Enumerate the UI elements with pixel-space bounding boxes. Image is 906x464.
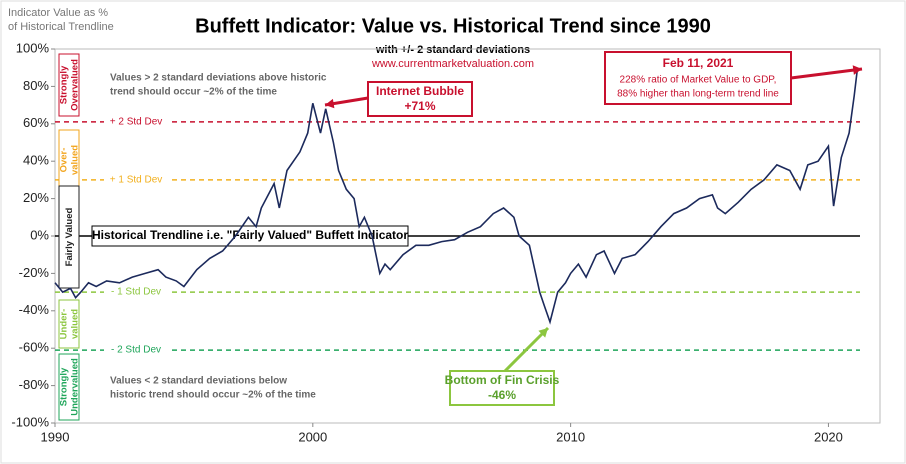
source: www.currentmarketvaluation.com <box>371 58 534 70</box>
zone: Fairly Valued <box>64 208 75 267</box>
zone-label: Fairly Valued <box>64 208 75 267</box>
y-tick-label: -80% <box>19 377 50 392</box>
arrow-head <box>325 98 335 109</box>
trendline-label: Historical Trendline i.e. "Fairly Valued… <box>92 228 408 242</box>
zone-label: StronglyUndervalued <box>58 358 80 416</box>
std-label-box <box>104 172 168 187</box>
annotation: Bottom of Fin Crisis <box>445 373 560 387</box>
y-tick-label: -100% <box>11 414 49 429</box>
note: Values > 2 standard deviations above his… <box>110 73 327 84</box>
y-tick-label: 80% <box>23 78 49 93</box>
y-axis-label: Indicator Value as % <box>8 7 108 19</box>
zone-label-line: valued <box>69 309 80 339</box>
x-tick-label: 2000 <box>298 429 327 444</box>
zone: Over-valued <box>58 145 80 175</box>
std-label-box <box>104 114 168 129</box>
std-label-box <box>104 343 168 358</box>
std-label: + 1 Std Dev <box>110 175 163 186</box>
annotation-box <box>367 81 473 117</box>
zone-label-line: Strongly <box>58 367 69 406</box>
zone-box <box>58 53 80 117</box>
zone-label-line: Fairly Valued <box>64 208 75 267</box>
x-tick-label: 2010 <box>556 429 585 444</box>
zone-label-line: Under- <box>58 309 69 340</box>
arrow-head <box>852 65 862 75</box>
y-tick-label: 60% <box>23 115 49 130</box>
zone-label-line: Overvalued <box>69 59 80 111</box>
arrow-head <box>538 328 548 338</box>
subtitle: with +/- 2 standard deviations <box>375 44 530 56</box>
x-tick-label: 1990 <box>41 429 70 444</box>
zone: StronglyOvervalued <box>58 59 80 111</box>
zone-label: StronglyOvervalued <box>58 59 80 111</box>
zone-label: Under-valued <box>58 309 80 340</box>
trendline-label-box <box>91 225 409 247</box>
zone: Under-valued <box>58 309 80 340</box>
y-tick-label: -20% <box>19 265 50 280</box>
chart-title: Buffett Indicator: Value vs. Historical … <box>195 15 711 37</box>
zone: StronglyUndervalued <box>58 358 80 416</box>
y-tick-label: 0% <box>30 227 49 242</box>
annotation: Feb 11, 2021 <box>663 56 734 70</box>
arrow-shaft <box>790 67 863 80</box>
std-label: + 2 Std Dev <box>110 117 163 128</box>
annotation: -46% <box>488 388 516 402</box>
zone-label-line: Over- <box>58 148 69 173</box>
std-label: - 1 Std Dev <box>111 287 161 298</box>
y-tick-label: -40% <box>19 302 50 317</box>
annotation: 228% ratio of Market Value to GDP, <box>620 75 777 86</box>
note: Values < 2 standard deviations below <box>110 376 287 387</box>
y-tick-label: 100% <box>16 40 50 55</box>
y-tick-label: -60% <box>19 340 50 355</box>
note: historic trend should occur ~2% of the t… <box>110 390 316 401</box>
y-tick-label: 40% <box>23 153 49 168</box>
zone-box <box>58 353 80 421</box>
std-label-box <box>104 285 168 300</box>
annotation: Internet Bubble <box>376 84 464 98</box>
zone-label: Over-valued <box>58 145 80 175</box>
note: trend should occur ~2% of the time <box>110 87 277 98</box>
annotation: +71% <box>404 99 435 113</box>
y-tick-label: 20% <box>23 190 49 205</box>
arrow-shaft <box>503 326 550 373</box>
y-axis-label: of Historical Trendline <box>8 21 114 33</box>
series-line <box>54 71 858 325</box>
zone-label-line: valued <box>69 145 80 175</box>
std-label: - 2 Std Dev <box>111 345 161 356</box>
annotation-box <box>604 51 792 105</box>
annotation-box <box>449 370 555 406</box>
zone-label-line: Strongly <box>58 65 69 104</box>
x-tick-label: 2020 <box>814 429 843 444</box>
zone-box <box>58 185 80 289</box>
zone-box <box>58 299 80 349</box>
annotation: 88% higher than long-term trend line <box>617 89 779 100</box>
zone-label-line: Undervalued <box>69 358 80 416</box>
